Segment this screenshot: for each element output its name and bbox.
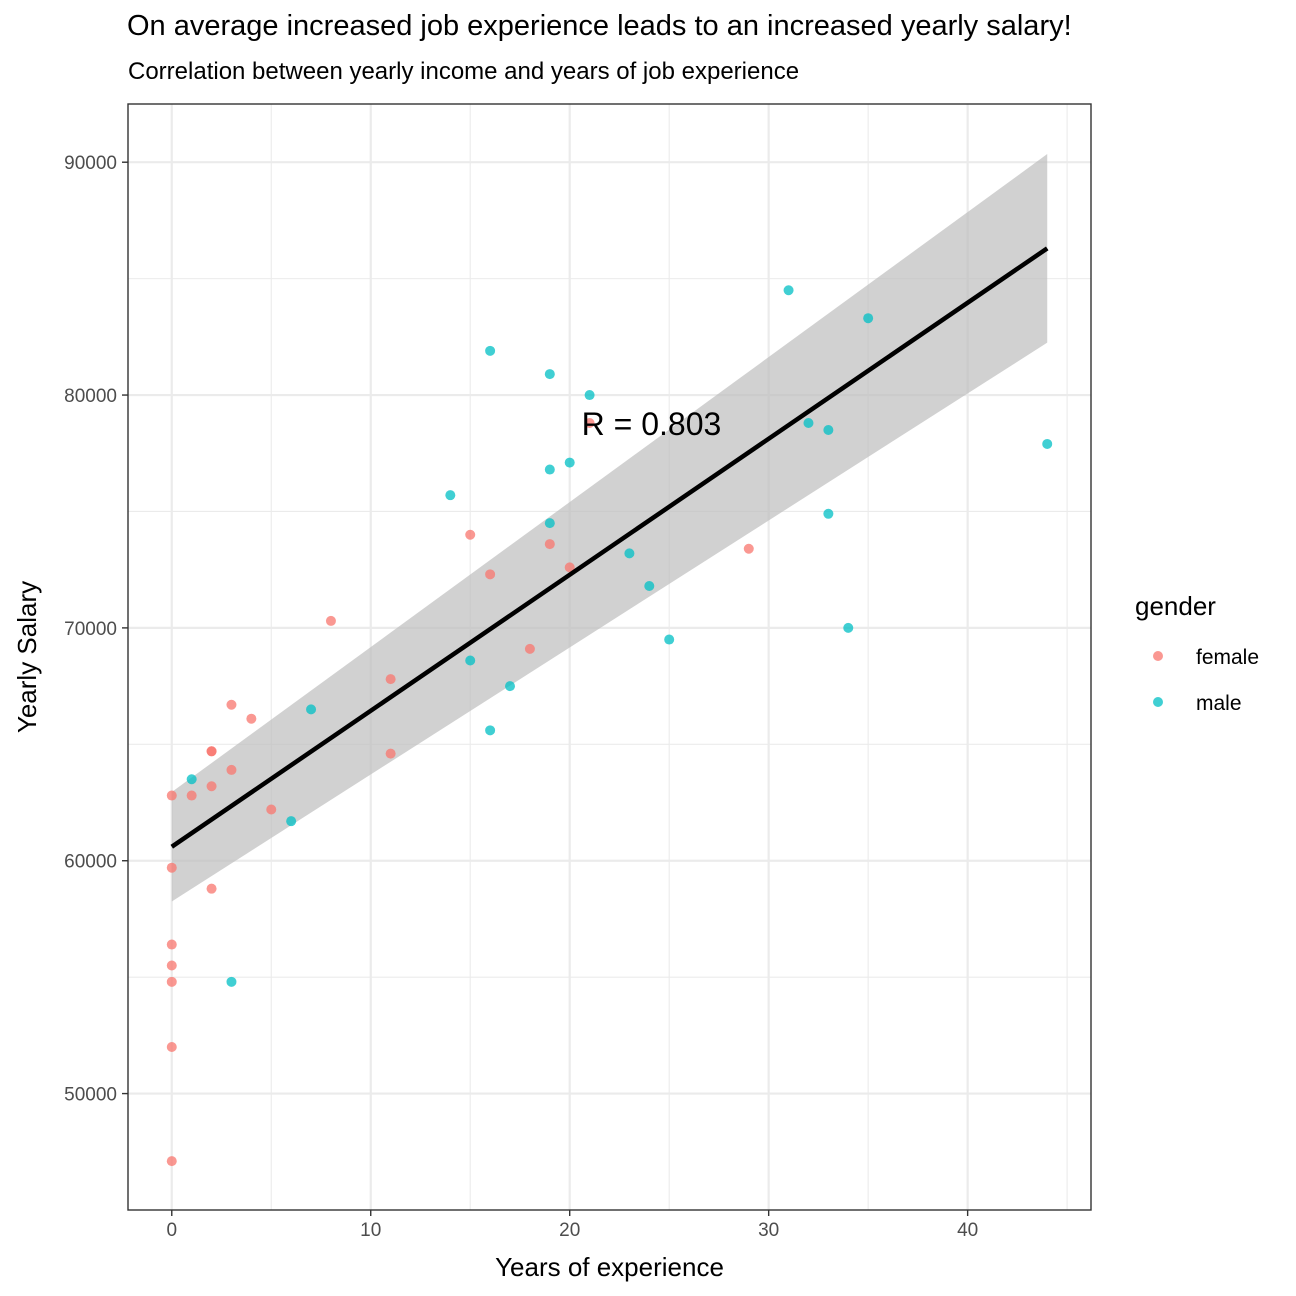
legend-label-male: male (1196, 692, 1242, 715)
confidence-ribbon (171, 154, 1048, 902)
data-point-male (564, 457, 575, 468)
data-point-female (166, 960, 177, 971)
data-point-female (166, 939, 177, 950)
data-point-female (186, 790, 197, 801)
data-point-female (465, 529, 476, 540)
x-tick-label: 20 (559, 1220, 580, 1241)
legend-title: gender (1135, 591, 1216, 621)
data-point-female (166, 862, 177, 873)
data-point-male (485, 725, 496, 736)
y-tick-label: 50000 (64, 1085, 117, 1106)
legend-key-male (1153, 697, 1163, 707)
data-point-female (385, 674, 396, 685)
data-point-male (803, 417, 814, 428)
regression-line (170, 246, 1049, 849)
data-point-male (544, 518, 555, 529)
data-point-male (505, 681, 516, 692)
legend-label-female: female (1196, 646, 1259, 669)
data-point-male (544, 369, 555, 380)
data-point-male (445, 490, 456, 501)
x-axis-label: Years of experience (495, 1252, 724, 1282)
data-point-male (226, 976, 237, 987)
data-point-male (823, 424, 834, 435)
points-layer (166, 285, 1053, 1167)
data-point-female (385, 748, 396, 759)
data-point-male (186, 774, 197, 785)
data-point-male (465, 655, 476, 666)
data-point-female (166, 976, 177, 987)
correlation-annotation: R = 0.803 (582, 406, 722, 442)
data-point-female (584, 417, 595, 428)
data-point-female (564, 562, 575, 573)
data-point-male (485, 345, 496, 356)
data-point-female (166, 1156, 177, 1167)
data-point-female (206, 746, 217, 757)
data-point-male (843, 622, 854, 633)
data-point-male (823, 508, 834, 519)
legend-key-female (1153, 651, 1163, 661)
x-tick-label: 30 (758, 1220, 779, 1241)
panel-border (127, 103, 1092, 1211)
chart-title: On average increased job experience lead… (127, 10, 1072, 42)
data-point-female (485, 569, 496, 580)
x-tick-label: 40 (957, 1220, 978, 1241)
data-point-female (524, 643, 535, 654)
x-tick-label: 10 (360, 1220, 381, 1241)
data-point-female (246, 713, 257, 724)
chart-subtitle: Correlation between yearly income and ye… (128, 58, 800, 85)
annotation-layer: R = 0.803 (582, 406, 722, 442)
data-point-male (286, 816, 297, 827)
data-point-female (325, 615, 336, 626)
x-tick-label: 0 (166, 1220, 177, 1241)
data-point-female (166, 790, 177, 801)
data-point-female (206, 883, 217, 894)
y-tick-label: 90000 (64, 153, 117, 174)
data-point-female (544, 539, 555, 550)
data-point-female (743, 543, 754, 554)
fit-line-layer (170, 246, 1049, 849)
legend: gender female male (1135, 591, 1259, 715)
data-point-female (266, 804, 277, 815)
data-point-female (226, 764, 237, 775)
confidence-ribbon-layer (171, 154, 1048, 902)
data-point-male (644, 580, 655, 591)
data-point-male (544, 464, 555, 475)
data-point-male (783, 285, 794, 296)
data-point-male (624, 548, 635, 559)
data-point-female (226, 699, 237, 710)
y-tick-label: 70000 (64, 619, 117, 640)
data-point-male (1042, 438, 1053, 449)
y-axis-label: Yearly Salary (12, 581, 42, 733)
data-point-male (664, 634, 675, 645)
y-tick-label: 80000 (64, 386, 117, 407)
data-point-female (166, 1042, 177, 1053)
data-point-male (584, 390, 595, 401)
data-point-male (863, 313, 874, 324)
data-point-male (306, 704, 317, 715)
axes: 0 10 20 30 40 50000 60000 70000 80000 90000 Years … (12, 153, 978, 1282)
panel-frame (127, 103, 1092, 1211)
data-point-female (206, 781, 217, 792)
y-tick-label: 60000 (64, 852, 117, 873)
